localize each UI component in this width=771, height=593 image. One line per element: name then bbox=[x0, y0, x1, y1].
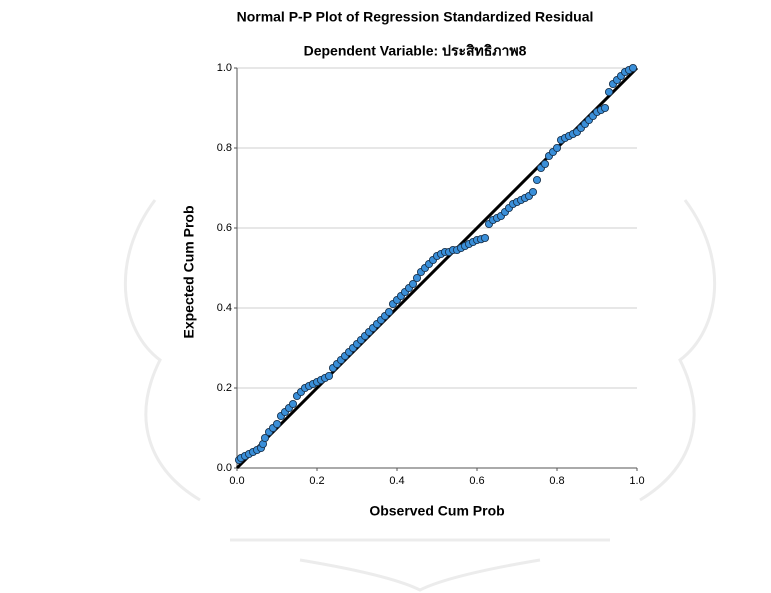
x-tick-label: 0.2 bbox=[309, 475, 324, 487]
y-tick-label: 1.0 bbox=[217, 62, 232, 74]
y-tick-label: 0.4 bbox=[217, 302, 232, 314]
data-point bbox=[552, 143, 562, 153]
x-tick-label: 0.0 bbox=[229, 475, 244, 487]
data-point bbox=[324, 371, 334, 381]
data-point bbox=[408, 279, 418, 289]
data-point bbox=[628, 63, 638, 73]
data-point bbox=[600, 103, 610, 113]
data-point bbox=[412, 273, 422, 283]
x-tick-label: 0.4 bbox=[389, 475, 404, 487]
x-tick-label: 1.0 bbox=[629, 475, 644, 487]
y-tick-label: 0.2 bbox=[217, 382, 232, 394]
x-axis-label: Observed Cum Prob bbox=[369, 503, 504, 519]
data-point bbox=[540, 159, 550, 169]
y-axis-label: Expected Cum Prob bbox=[181, 205, 197, 338]
watermark bbox=[123, 199, 717, 592]
data-point bbox=[480, 233, 490, 243]
chart-subtitle: Dependent Variable: ประสิทธิภาพ8 bbox=[304, 43, 527, 59]
x-tick-label: 0.8 bbox=[549, 475, 564, 487]
data-point bbox=[288, 399, 298, 409]
y-tick-label: 0.8 bbox=[217, 142, 232, 154]
data-point bbox=[604, 87, 614, 97]
data-point bbox=[528, 187, 538, 197]
y-tick-label: 0.0 bbox=[217, 462, 232, 474]
y-tick-label: 0.6 bbox=[217, 222, 232, 234]
data-point bbox=[272, 419, 282, 429]
x-tick-label: 0.6 bbox=[469, 475, 484, 487]
chart-title: Normal P-P Plot of Regression Standardiz… bbox=[237, 9, 594, 25]
data-point bbox=[260, 433, 270, 443]
data-point bbox=[384, 307, 394, 317]
data-point bbox=[532, 175, 542, 185]
